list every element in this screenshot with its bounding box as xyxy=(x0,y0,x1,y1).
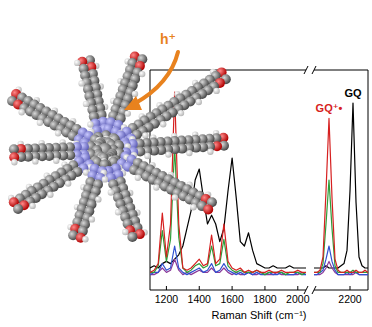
atom xyxy=(32,158,38,164)
series-label: GQ xyxy=(344,87,362,99)
atom xyxy=(55,130,61,136)
x-tick xyxy=(199,286,200,290)
x-tick-label: 1200 xyxy=(155,293,179,305)
atom xyxy=(19,109,25,115)
x-tick xyxy=(166,286,167,290)
frame-line xyxy=(314,70,368,71)
atom xyxy=(160,121,166,127)
x-tick-label: 1400 xyxy=(188,293,212,305)
atom xyxy=(144,153,150,159)
atom xyxy=(65,180,71,186)
frame-line xyxy=(314,290,368,291)
x-tick-label: 1800 xyxy=(253,293,277,305)
atom xyxy=(142,132,148,138)
atom xyxy=(178,110,184,116)
frame-line xyxy=(150,70,306,71)
atom xyxy=(115,209,121,215)
atom xyxy=(13,204,23,214)
atom xyxy=(165,151,171,157)
x-tick-label: 1600 xyxy=(220,293,244,305)
series-group xyxy=(314,103,368,275)
atom xyxy=(125,110,131,116)
axis-break xyxy=(312,66,316,74)
atom xyxy=(186,150,192,156)
spectrum-line xyxy=(314,118,368,272)
atom xyxy=(190,204,196,210)
spectrum-line xyxy=(150,92,306,272)
atom xyxy=(82,236,88,242)
atom xyxy=(95,196,101,202)
spectrum-line xyxy=(150,147,306,275)
series-label: GQ⁺• xyxy=(316,102,343,114)
atom xyxy=(207,149,213,155)
atom xyxy=(87,121,93,127)
axis-break xyxy=(312,286,316,294)
series-group xyxy=(150,92,306,275)
atom xyxy=(47,192,53,198)
x-tick-label: 2200 xyxy=(338,293,362,305)
atom xyxy=(29,203,35,209)
atom xyxy=(203,204,213,214)
x-axis-label: Raman Shift (cm⁻¹) xyxy=(211,309,306,321)
atom xyxy=(122,229,128,235)
atom xyxy=(83,101,89,107)
x-tick xyxy=(297,286,298,290)
atom xyxy=(89,216,95,222)
atom xyxy=(196,99,202,105)
atom xyxy=(53,158,59,164)
spectrum-line xyxy=(314,103,368,268)
frame-line xyxy=(150,290,306,291)
atom xyxy=(135,175,141,181)
atom xyxy=(213,88,219,94)
atom xyxy=(11,159,17,165)
x-tick-label: 2000 xyxy=(286,293,310,305)
atom xyxy=(74,60,80,66)
annotation-arrow xyxy=(134,52,178,104)
x-tick xyxy=(232,286,233,290)
molecule xyxy=(7,52,231,243)
plot-frame xyxy=(150,66,368,294)
atom xyxy=(108,189,114,195)
annotation-arrowhead xyxy=(124,96,142,110)
x-tick xyxy=(264,286,265,290)
x-tick xyxy=(350,286,351,290)
atom xyxy=(78,80,84,86)
atom xyxy=(127,232,137,242)
atom xyxy=(37,120,43,126)
atom xyxy=(153,184,159,190)
frame-line xyxy=(368,70,369,290)
atom xyxy=(132,91,138,97)
atom xyxy=(172,194,178,200)
axis-break xyxy=(304,66,308,74)
atom xyxy=(102,176,108,182)
annotation: h⁺ xyxy=(160,31,176,47)
atom xyxy=(139,71,145,77)
